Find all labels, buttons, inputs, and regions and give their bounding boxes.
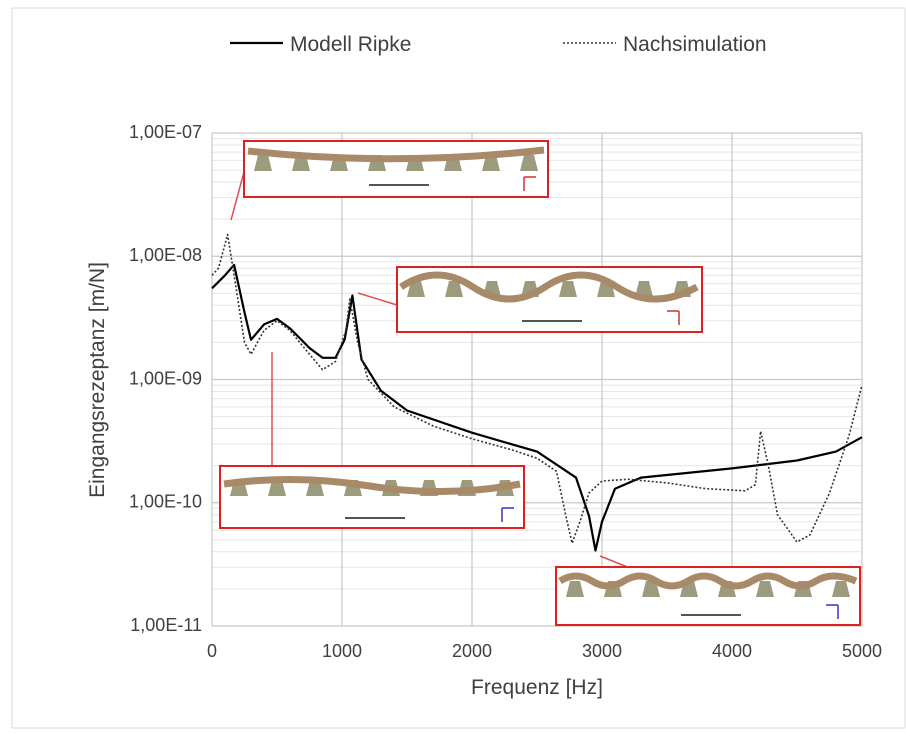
x-tick-label: 1000 [322, 641, 362, 661]
y-tick-label: 1,00E-07 [129, 122, 202, 142]
y-tick-label: 1,00E-09 [129, 368, 202, 388]
inset [219, 465, 525, 529]
inset [396, 266, 703, 333]
y-axis-label: Eingangsrezeptanz [m/N] [86, 262, 109, 498]
legend: Modell Ripke Nachsimulation [230, 33, 767, 56]
series-line [211, 233, 863, 544]
x-tick-label: 3000 [582, 641, 622, 661]
series-line [211, 263, 863, 552]
legend-label: Nachsimulation [623, 33, 767, 56]
y-tick-label: 1,00E-10 [129, 492, 202, 512]
y-tick-label: 1,00E-11 [130, 615, 202, 635]
legend-label: Modell Ripke [290, 33, 411, 56]
inset [555, 566, 861, 626]
inset [243, 140, 549, 198]
x-tick-label: 4000 [712, 641, 752, 661]
x-tick-label: 0 [207, 641, 217, 661]
y-tick-label: 1,00E-08 [129, 245, 202, 265]
x-tick-label: 2000 [452, 641, 492, 661]
frame [11, 7, 906, 729]
plot [211, 233, 863, 552]
x-tick-label: 5000 [842, 641, 882, 661]
x-axis-label: Frequenz [Hz] [471, 676, 603, 699]
